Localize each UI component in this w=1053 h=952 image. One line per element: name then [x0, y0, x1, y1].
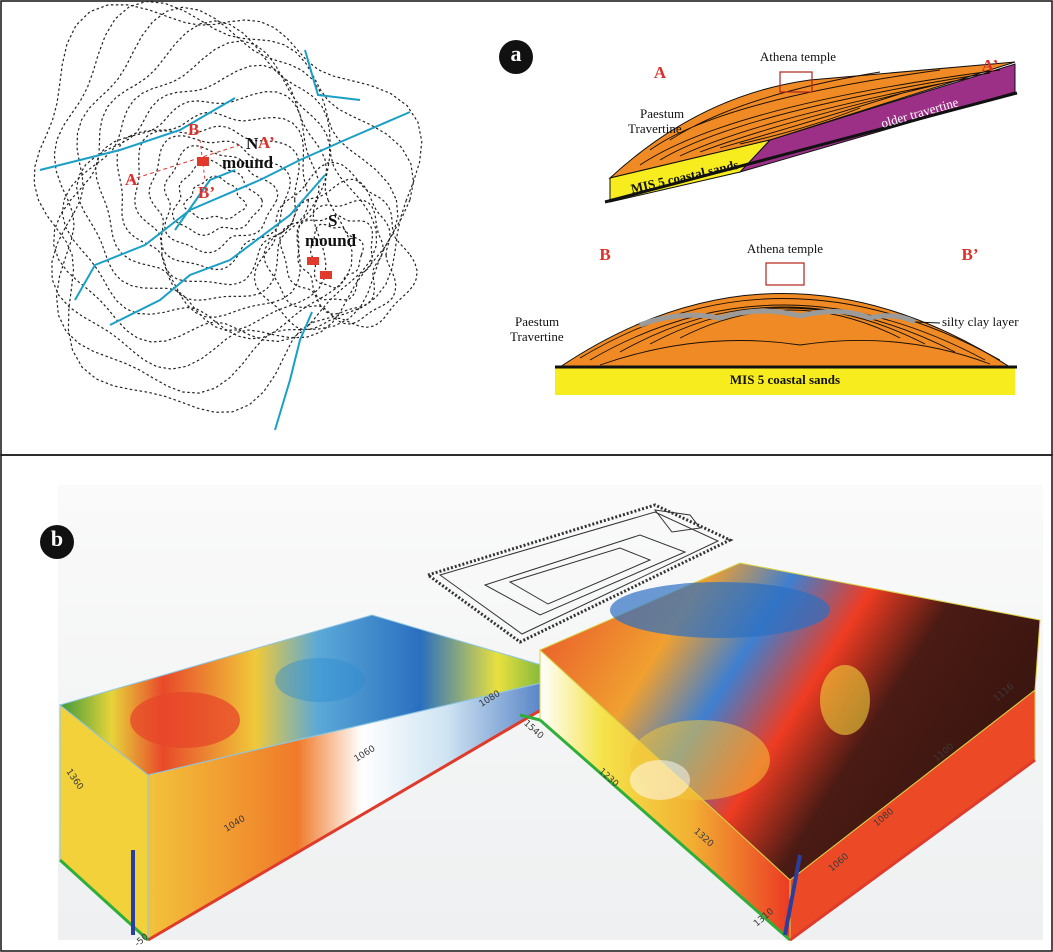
contour-line [264, 179, 396, 324]
unit-label: Paestum [640, 106, 684, 121]
temple-marker [307, 257, 319, 265]
river [75, 112, 410, 300]
map-label: mound [222, 153, 274, 172]
river [305, 50, 360, 100]
unit-label: silty clay layer [942, 314, 1019, 329]
section-label: B’ [962, 245, 979, 264]
shape [820, 665, 870, 735]
unit-label: Paestum [515, 314, 559, 329]
map-label: B [188, 120, 199, 139]
unit-label: Travertine [628, 121, 682, 136]
panel-label: a [511, 41, 522, 66]
temple-outline [766, 263, 804, 285]
contour-line [96, 92, 319, 318]
figure: B A N A’ mound B’ S mound a A A’ Athena … [0, 0, 1053, 952]
shape [130, 692, 240, 748]
shape [275, 658, 365, 702]
unit-label: MIS 5 coastal sands [730, 372, 840, 387]
map-label: B’ [198, 183, 215, 202]
temple-marker [197, 157, 209, 166]
shape [630, 760, 690, 800]
shape [610, 582, 830, 638]
map-label: S [328, 211, 337, 230]
contour-line [184, 176, 246, 219]
temple-marker [320, 271, 332, 279]
unit-label: Travertine [510, 329, 564, 344]
contour-map [34, 2, 422, 413]
temple-label: Athena temple [760, 49, 836, 64]
section-label: A’ [982, 56, 999, 75]
contour-line [54, 21, 377, 342]
section-label: B [599, 245, 610, 264]
temple-label: Athena temple [747, 241, 823, 256]
map-label: A’ [258, 133, 275, 152]
map-label: mound [305, 231, 357, 250]
section-label: A [654, 63, 667, 82]
panel-label: b [51, 526, 63, 551]
map-label: A [125, 170, 138, 189]
